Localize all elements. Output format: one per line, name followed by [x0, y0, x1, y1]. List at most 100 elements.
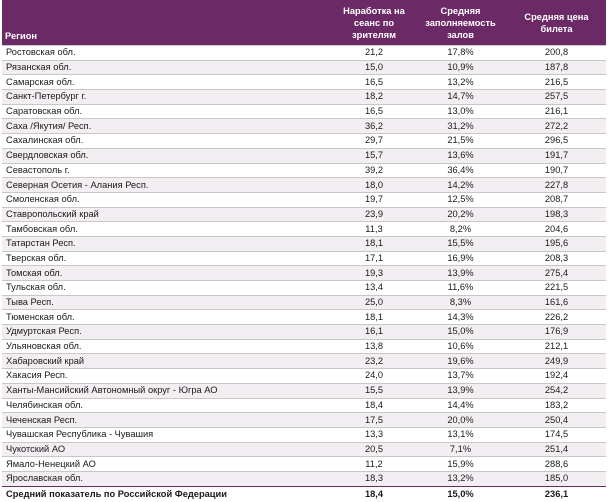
cell-sessions: 24,0	[334, 368, 414, 384]
cell-occupancy: 13,9%	[414, 382, 507, 398]
cell-price: 204,6	[507, 221, 606, 237]
cell-occupancy: 15,0%	[414, 324, 507, 340]
table-row: Чукотский АО 20,5 7,1% 251,4	[2, 441, 606, 457]
cell-sessions: 18,1	[334, 309, 414, 325]
cell-region: Тульская обл.	[2, 280, 334, 296]
cell-price: 191,7	[507, 147, 606, 163]
cell-sessions: 21,2	[334, 45, 414, 61]
table-row: Тюменская обл. 18,1 14,3% 226,2	[2, 309, 606, 325]
table-row: Саха /Якутия/ Респ. 36,2 31,2% 272,2	[2, 118, 606, 134]
cell-region: Ростовская обл.	[2, 45, 334, 61]
cell-price: 226,2	[507, 309, 606, 325]
cell-region: Тверская обл.	[2, 250, 334, 266]
table-body: Ростовская обл. 21,2 17,8% 200,8 Рязанская о…	[2, 45, 606, 487]
table-row: Ставропольский край 23,9 20,2% 198,3	[2, 206, 606, 222]
table-row: Смоленская обл. 19,7 12,5% 208,7	[2, 191, 606, 208]
cell-occupancy: 10,6%	[414, 338, 507, 354]
cell-price: 249,9	[507, 353, 606, 369]
cell-occupancy: 31,2%	[414, 118, 507, 134]
table-row: Хакасия Респ. 24,0 13,7% 192,4	[2, 368, 606, 384]
cell-region: Хабаровский край	[2, 353, 334, 369]
cell-price: 190,7	[507, 162, 606, 178]
cell-occupancy: 8,3%	[414, 294, 507, 310]
cell-region: Тюменская обл.	[2, 309, 334, 325]
cell-price: 221,5	[507, 280, 606, 296]
table-row: Томская обл. 19,3 13,9% 275,4	[2, 265, 606, 281]
cell-occupancy: 15,9%	[414, 456, 507, 472]
table-row: Чеченская Респ. 17,5 20,0% 250,4	[2, 412, 606, 428]
cell-region: Татарстан Респ.	[2, 235, 334, 252]
total-sessions: 18,4	[334, 485, 414, 502]
total-region-label: Средний показатель по Российской Федерац…	[2, 485, 334, 502]
cell-price: 251,4	[507, 441, 606, 457]
cell-region: Северная Осетия - Алания Респ.	[2, 177, 334, 193]
cell-occupancy: 13,2%	[414, 74, 507, 90]
cell-region: Хакасия Респ.	[2, 368, 334, 384]
cell-price: 195,6	[507, 235, 606, 252]
cell-price: 254,2	[507, 382, 606, 398]
cell-sessions: 16,5	[334, 74, 414, 90]
header-row: Регион Наработка на сеанс по зрителям Ср…	[2, 0, 606, 46]
cell-region: Чеченская Респ.	[2, 412, 334, 428]
cell-price: 212,1	[507, 338, 606, 354]
table-row: Свердловская обл. 15,7 13,6% 191,7	[2, 147, 606, 163]
table-footer: Средний показатель по Российской Федерац…	[2, 485, 606, 502]
table-row: Северная Осетия - Алания Респ. 18,0 14,2% 2…	[2, 177, 606, 193]
cell-sessions: 20,5	[334, 441, 414, 457]
table-header: Регион Наработка на сеанс по зрителям Ср…	[2, 0, 606, 46]
cell-price: 257,5	[507, 89, 606, 105]
cell-sessions: 13,3	[334, 426, 414, 443]
cell-sessions: 36,2	[334, 118, 414, 134]
cell-region: Саха /Якутия/ Респ.	[2, 118, 334, 134]
cell-price: 192,4	[507, 368, 606, 384]
column-header-price: Средняя цена билета	[507, 0, 606, 46]
cell-occupancy: 19,6%	[414, 353, 507, 369]
cell-sessions: 39,2	[334, 162, 414, 178]
table-row: Сахалинская обл. 29,7 21,5% 296,5	[2, 133, 606, 149]
table-row: Татарстан Респ. 18,1 15,5% 195,6	[2, 235, 606, 252]
cell-region: Чувашская Республика - Чувашия	[2, 426, 334, 443]
cell-occupancy: 11,6%	[414, 280, 507, 296]
cell-sessions: 19,7	[334, 191, 414, 208]
cell-region: Чукотский АО	[2, 441, 334, 457]
cell-sessions: 25,0	[334, 294, 414, 310]
cell-region: Удмуртская Респ.	[2, 324, 334, 340]
cell-price: 183,2	[507, 397, 606, 413]
cell-occupancy: 13,1%	[414, 426, 507, 443]
cell-sessions: 23,9	[334, 206, 414, 222]
table-row: Ханты-Мансийский Автономный округ - Югра…	[2, 382, 606, 398]
cell-region: Ямало-Ненецкий АО	[2, 456, 334, 472]
cell-region: Тыва Респ.	[2, 294, 334, 310]
cell-occupancy: 7,1%	[414, 441, 507, 457]
table-row: Тамбовская обл. 11,3 8,2% 204,6	[2, 221, 606, 237]
cell-sessions: 18,1	[334, 235, 414, 252]
cell-sessions: 15,5	[334, 382, 414, 398]
table-row: Удмуртская Респ. 16,1 15,0% 176,9	[2, 324, 606, 340]
table-row: Чувашская Республика - Чувашия 13,3 13,1% 1…	[2, 426, 606, 443]
cell-region: Ставропольский край	[2, 206, 334, 222]
table-row: Рязанская обл. 15,0 10,9% 187,8	[2, 59, 606, 75]
table-row: Ростовская обл. 21,2 17,8% 200,8	[2, 45, 606, 61]
cell-occupancy: 15,5%	[414, 235, 507, 252]
cell-occupancy: 10,9%	[414, 59, 507, 75]
cell-sessions: 13,8	[334, 338, 414, 354]
cell-sessions: 11,2	[334, 456, 414, 472]
table-row: Севастополь г. 39,2 36,4% 190,7	[2, 162, 606, 178]
cell-occupancy: 16,9%	[414, 250, 507, 266]
cell-sessions: 13,4	[334, 280, 414, 296]
cell-price: 275,4	[507, 265, 606, 281]
cell-sessions: 15,7	[334, 147, 414, 163]
cell-occupancy: 13,6%	[414, 147, 507, 163]
total-row: Средний показатель по Российской Федерац…	[2, 485, 606, 502]
cell-occupancy: 12,5%	[414, 191, 507, 208]
cell-occupancy: 14,2%	[414, 177, 507, 193]
column-header-occupancy: Средняя заполняемость залов	[414, 0, 507, 46]
cell-region: Саратовская обл.	[2, 103, 334, 119]
cell-price: 272,2	[507, 118, 606, 134]
cell-price: 198,3	[507, 206, 606, 222]
cell-occupancy: 36,4%	[414, 162, 507, 178]
table-row: Саратовская обл. 16,5 13,0% 216,1	[2, 103, 606, 119]
cell-sessions: 29,7	[334, 133, 414, 149]
cell-region: Сахалинская обл.	[2, 133, 334, 149]
